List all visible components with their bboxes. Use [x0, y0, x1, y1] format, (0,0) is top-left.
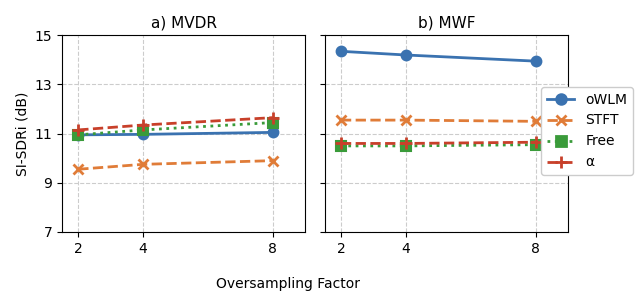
Title: b) MWF: b) MWF	[417, 15, 475, 30]
Y-axis label: SI-SDRi (dB): SI-SDRi (dB)	[15, 91, 29, 176]
Text: Oversampling Factor: Oversampling Factor	[216, 277, 360, 291]
Legend: oWLM, STFT, Free, α: oWLM, STFT, Free, α	[541, 87, 633, 175]
Title: a) MVDR: a) MVDR	[150, 15, 217, 30]
